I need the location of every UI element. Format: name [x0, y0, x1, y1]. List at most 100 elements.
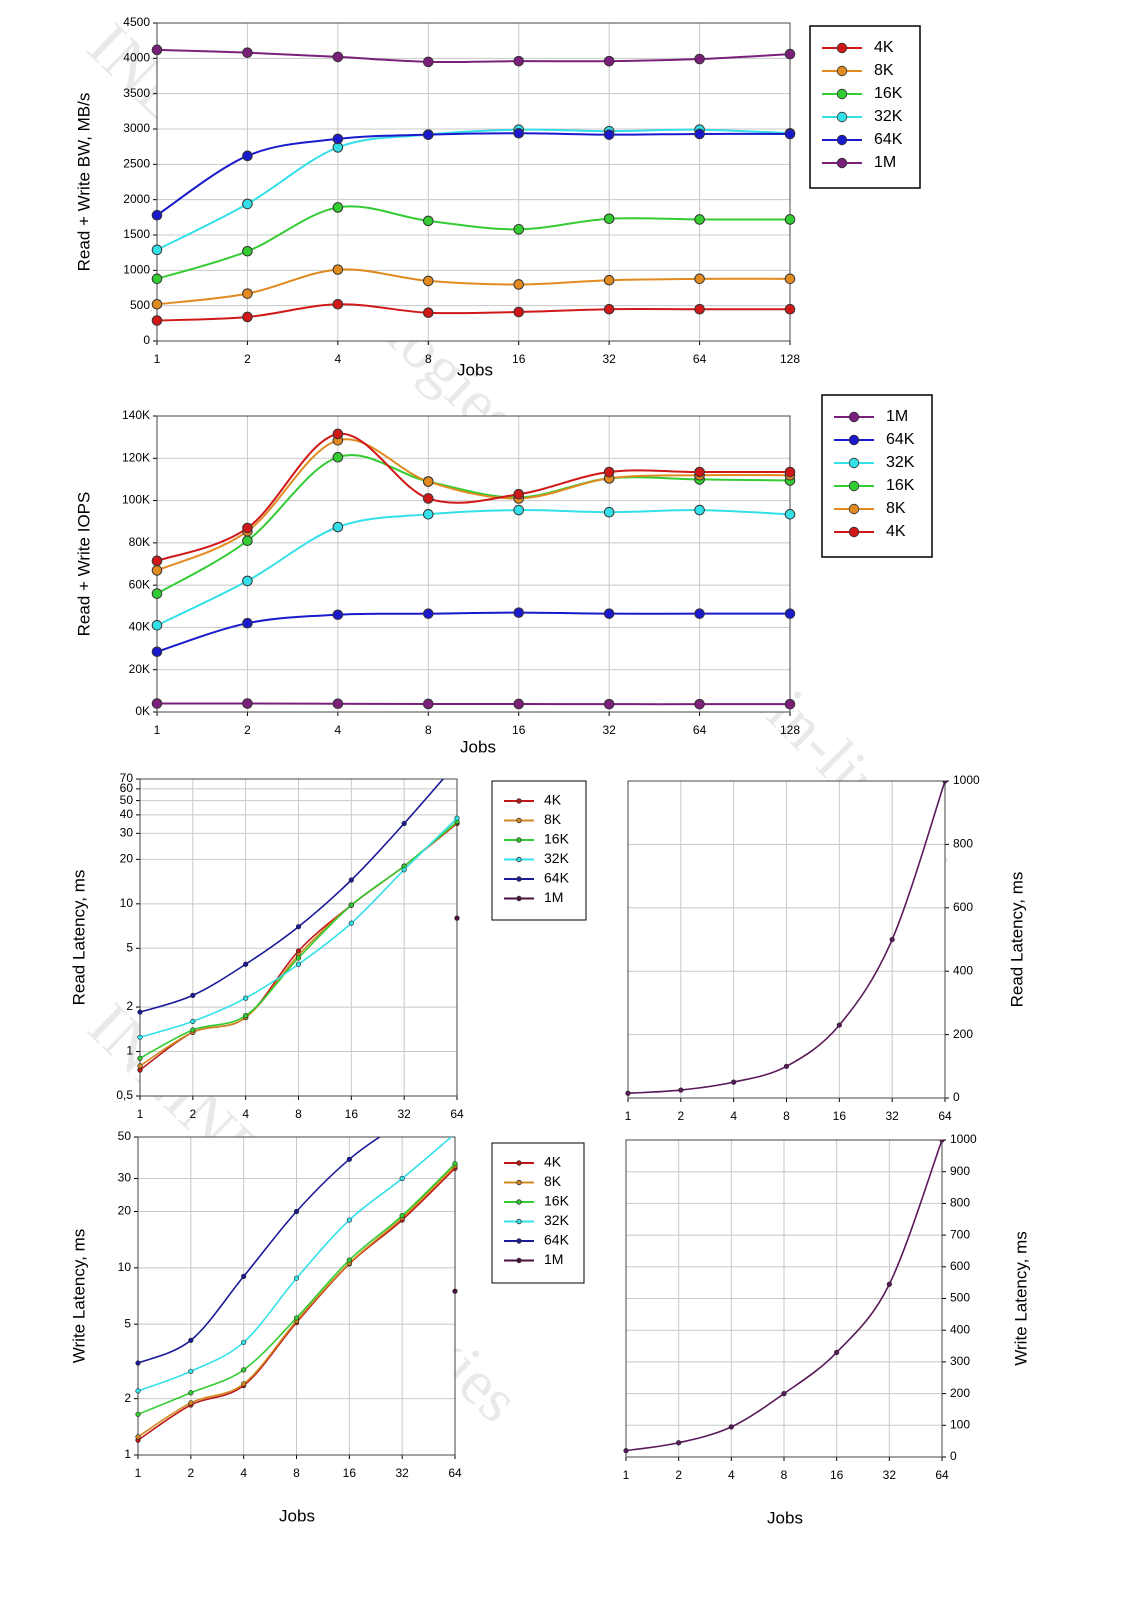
data-point [781, 1390, 787, 1397]
data-point [243, 1013, 249, 1019]
data-point [151, 44, 163, 56]
legend-marker [836, 111, 848, 123]
data-point [135, 1411, 141, 1417]
data-point [728, 1424, 734, 1430]
legend-marker [516, 1199, 522, 1205]
data-point [886, 1281, 892, 1287]
y-tick-label: 0 [950, 1449, 957, 1463]
x-tick-label: 4 [730, 1109, 737, 1123]
y-tick-label: 60 [120, 781, 134, 795]
legend-marker [836, 65, 848, 77]
legend-label: 16K [886, 477, 915, 494]
plot-frame [625, 1139, 943, 1458]
legend-label: 8K [886, 500, 906, 517]
data-point [188, 1337, 194, 1343]
plot-area [157, 23, 790, 341]
data-point [293, 1275, 300, 1281]
data-point [422, 698, 434, 710]
x-tick-label: 16 [833, 1109, 847, 1123]
data-point [135, 1388, 141, 1394]
y-tick-label: 2500 [123, 157, 150, 171]
chart: 1 2 5 10 20 30 50 1 2 4 8 16 32 64 Write Latency, ms Jo… [69, 1129, 585, 1525]
data-point [513, 127, 525, 139]
y-axis-label: Write Latency, ms [69, 1229, 88, 1363]
y-tick-label: 600 [950, 1259, 970, 1273]
x-tick-label: 1 [625, 1109, 632, 1123]
x-tick-label: 2 [677, 1109, 684, 1123]
data-point [151, 620, 163, 631]
legend-label: 1M [886, 408, 908, 425]
data-point [422, 493, 434, 504]
legend-marker [848, 480, 860, 492]
legend-marker [836, 134, 848, 146]
x-tick-label: 32 [397, 1107, 411, 1121]
data-point [242, 198, 253, 210]
data-point [513, 224, 525, 235]
y-tick-label: 70 [120, 771, 134, 785]
y-tick-label: 40K [129, 620, 150, 634]
y-tick-label: 300 [950, 1354, 970, 1368]
x-tick-label: 8 [293, 1466, 300, 1480]
data-point [242, 47, 253, 58]
y-tick-label: 2 [126, 999, 133, 1013]
data-point [348, 920, 354, 926]
x-tick-label: 4 [240, 1466, 247, 1480]
data-point [332, 521, 344, 533]
data-point [513, 306, 525, 318]
data-point [401, 820, 407, 827]
data-point [603, 466, 615, 478]
data-point [151, 646, 163, 658]
series-group [151, 428, 796, 710]
plot-frame [156, 22, 791, 342]
legend-label: 8K [544, 811, 562, 827]
data-point [603, 303, 615, 315]
data-point [151, 273, 163, 285]
data-point [241, 1273, 247, 1279]
data-point [452, 1161, 458, 1167]
data-point [784, 48, 796, 60]
data-point [332, 698, 344, 710]
y-tick-label: 2000 [123, 192, 150, 206]
data-point [889, 936, 895, 943]
legend-label: 64K [874, 131, 903, 148]
y-tick-label: 4500 [123, 15, 150, 29]
x-tick-label: 8 [781, 1468, 788, 1482]
data-point [623, 1448, 629, 1454]
data-point [784, 698, 796, 710]
data-point [694, 608, 705, 619]
legend-marker [516, 798, 522, 804]
data-point [399, 1175, 405, 1182]
x-tick-label: 1 [623, 1468, 630, 1482]
x-tick-label: 64 [693, 352, 707, 366]
data-point [332, 428, 344, 440]
legend-label: 32K [874, 108, 903, 125]
data-point [401, 867, 407, 873]
x-tick-label: 1 [137, 1107, 144, 1121]
data-point [295, 924, 302, 930]
y-tick-label: 1 [124, 1447, 131, 1461]
series-group [625, 781, 948, 1096]
data-point [346, 1257, 352, 1263]
x-tick-label: 8 [425, 352, 432, 366]
legend-marker [516, 837, 522, 843]
series-line [627, 781, 946, 1095]
legend-label: 64K [886, 431, 915, 448]
x-axis-label: Jobs [767, 1508, 803, 1527]
x-tick-label: 16 [512, 352, 526, 366]
x-tick-label: 32 [885, 1109, 899, 1123]
data-point [694, 273, 705, 285]
y-tick-label: 0K [135, 704, 150, 718]
legend-marker [516, 1257, 522, 1264]
y-tick-label: 1500 [123, 227, 150, 241]
data-point [135, 1434, 141, 1440]
data-point [731, 1079, 737, 1085]
data-point [137, 1034, 143, 1040]
x-tick-label: 64 [448, 1466, 462, 1480]
x-tick-label: 128 [780, 723, 800, 737]
legend-label: 8K [544, 1173, 562, 1189]
plot-frame [627, 780, 946, 1099]
y-tick-label: 200 [950, 1386, 970, 1400]
data-point [513, 55, 525, 67]
x-tick-label: 32 [602, 723, 616, 737]
